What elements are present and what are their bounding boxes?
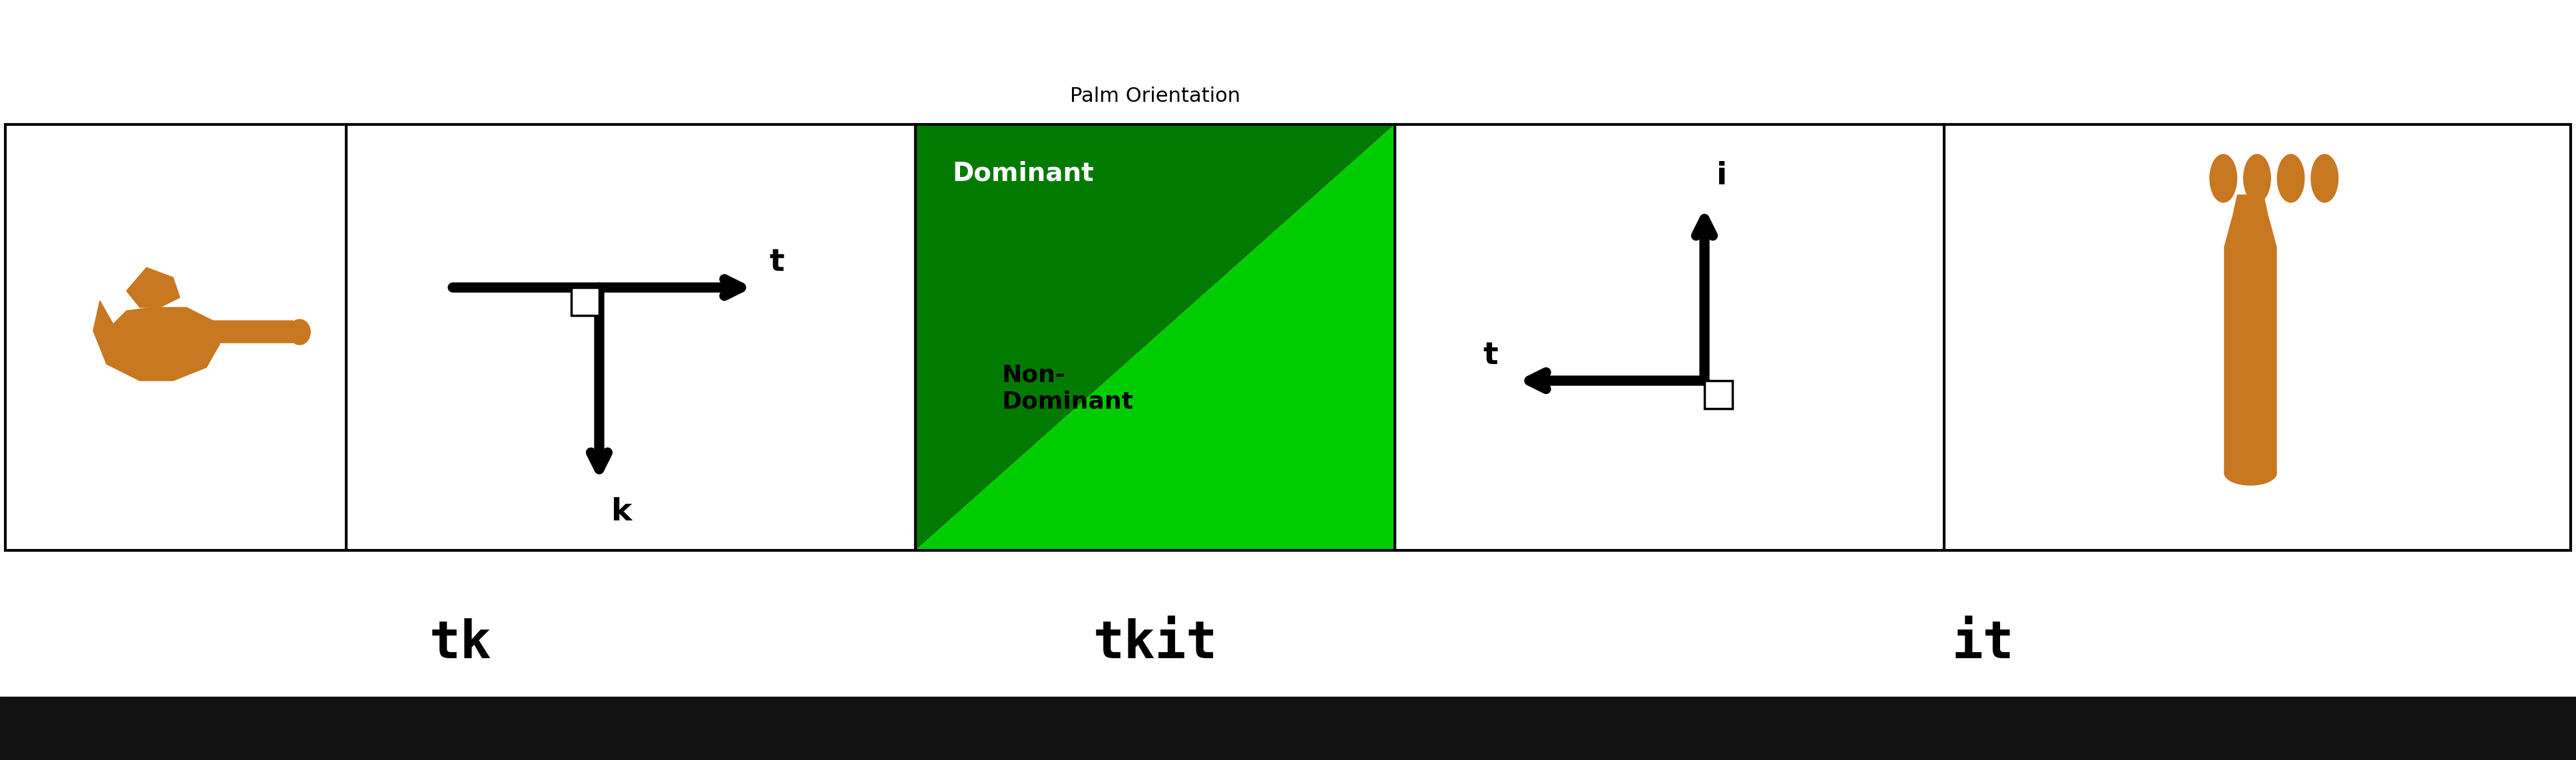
Polygon shape <box>2226 195 2277 473</box>
Polygon shape <box>185 321 304 343</box>
Ellipse shape <box>2244 154 2269 202</box>
Ellipse shape <box>2226 461 2277 485</box>
Text: k: k <box>611 497 631 527</box>
Text: t: t <box>770 248 783 277</box>
Text: tkit: tkit <box>1092 618 1218 669</box>
Text: Non-
Dominant: Non- Dominant <box>1002 364 1133 413</box>
Text: tk: tk <box>430 618 492 669</box>
Bar <box>1394 125 2571 550</box>
Ellipse shape <box>2277 154 2306 202</box>
Polygon shape <box>93 301 219 381</box>
Text: i: i <box>1716 161 1728 191</box>
Bar <box>914 125 1394 550</box>
Ellipse shape <box>2311 154 2339 202</box>
Polygon shape <box>914 125 1394 550</box>
Bar <box>1705 381 1734 409</box>
Ellipse shape <box>289 319 309 345</box>
Bar <box>0 697 2576 760</box>
Polygon shape <box>914 125 1394 550</box>
Text: t: t <box>1484 340 1499 371</box>
Bar <box>572 287 600 315</box>
Ellipse shape <box>2210 154 2236 202</box>
Text: Palm Orientation: Palm Orientation <box>1069 87 1242 106</box>
Bar <box>5 125 914 550</box>
Polygon shape <box>126 268 180 308</box>
Text: Dominant: Dominant <box>953 161 1095 186</box>
Text: it: it <box>1953 618 2014 669</box>
